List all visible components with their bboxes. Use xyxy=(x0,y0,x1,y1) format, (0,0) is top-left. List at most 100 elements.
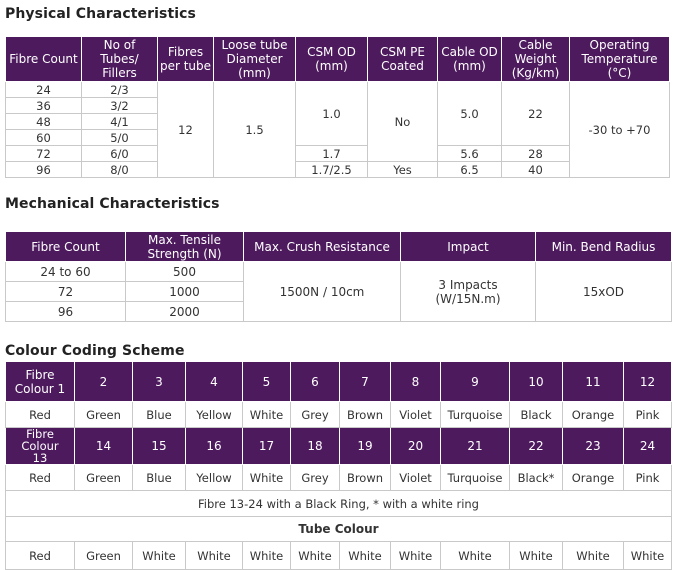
fibre-number: 4 xyxy=(185,361,243,402)
header-cable-weight: Cable Weight (Kg/km) xyxy=(501,36,570,82)
tube-colour-cell: White xyxy=(562,541,624,570)
table-cell: 36 xyxy=(5,97,82,114)
tube-colour-cell: Red xyxy=(5,541,75,570)
fibre-number: 6 xyxy=(290,361,340,402)
table-cell: 1.7/2.5 xyxy=(295,161,368,178)
tube-colour-cell: White xyxy=(390,541,441,570)
colour-cell: Orange xyxy=(562,464,624,491)
colour-cell: Blue xyxy=(132,464,186,491)
fibre-number: 23 xyxy=(562,427,624,465)
colour-cell: White xyxy=(242,401,291,428)
table-cell: 24 to 60 xyxy=(5,261,126,282)
fibre-number: 2 xyxy=(74,361,133,402)
colour-cell: Brown xyxy=(339,401,391,428)
tube-colour-cell: White xyxy=(132,541,186,570)
fibre-number: 20 xyxy=(390,427,441,465)
header-fibre-colour-13: Fibre Colour 13 xyxy=(5,427,75,465)
colour-cell: Pink xyxy=(623,464,672,491)
table-cell: 3/2 xyxy=(81,97,158,114)
table-cell: 72 xyxy=(5,281,126,302)
fibre-number: 21 xyxy=(440,427,510,465)
table-cell: 6/0 xyxy=(81,145,158,162)
colour-title: Colour Coding Scheme xyxy=(5,343,185,359)
table-cell: 3 Impacts (W/15N.m) xyxy=(400,261,536,322)
fibre-number: 7 xyxy=(339,361,391,402)
colour-cell: Pink xyxy=(623,401,672,428)
table-cell: 500 xyxy=(125,261,244,282)
fibre-number: 22 xyxy=(509,427,563,465)
colour-cell: Green xyxy=(74,464,133,491)
colour-cell: Black* xyxy=(509,464,563,491)
table-cell: 1.0 xyxy=(295,81,368,146)
fibre-number: 17 xyxy=(242,427,291,465)
header-fibres-per-tube: Fibres per tube xyxy=(157,36,214,82)
colour-cell: Red xyxy=(5,401,75,428)
tube-colour-cell: White xyxy=(339,541,391,570)
colour-cell: Brown xyxy=(339,464,391,491)
fibre-number: 11 xyxy=(562,361,624,402)
table-cell: -30 to +70 xyxy=(569,81,670,178)
physical-table: Fibre Count No of Tubes/ Fillers Fibres … xyxy=(5,36,670,178)
colour-cell: Grey xyxy=(290,464,340,491)
table-cell: 5.0 xyxy=(437,81,502,146)
colour-table: Fibre Colour 1 2 3 4 5 6 7 8 9 10 11 12 … xyxy=(5,361,672,570)
header-min-bend: Min. Bend Radius xyxy=(535,231,672,262)
table-cell: 48 xyxy=(5,113,82,130)
colour-cell: Violet xyxy=(390,464,441,491)
table-cell: 6.5 xyxy=(437,161,502,178)
tube-colour-cell: White xyxy=(623,541,672,570)
table-cell: 96 xyxy=(5,161,82,178)
table-cell: 22 xyxy=(501,81,570,146)
header-csm-pe-coated: CSM PE Coated xyxy=(367,36,438,82)
tube-colour-cell: White xyxy=(242,541,291,570)
table-cell: 24 xyxy=(5,81,82,98)
colour-cell: Red xyxy=(5,464,75,491)
fibre-number: 5 xyxy=(242,361,291,402)
tube-colour-cell: Green xyxy=(74,541,133,570)
tube-colour-cell: White xyxy=(185,541,243,570)
colour-cell: Green xyxy=(74,401,133,428)
mechanical-table: Fibre Count Max. Tensile Strength (N) Ma… xyxy=(5,231,672,322)
colour-cell: Yellow xyxy=(185,401,243,428)
tube-colour-cell: White xyxy=(290,541,340,570)
fibre-number: 14 xyxy=(74,427,133,465)
table-cell: 60 xyxy=(5,129,82,146)
table-cell: 1500N / 10cm xyxy=(243,261,401,322)
table-cell: 1.7 xyxy=(295,145,368,162)
colour-cell: White xyxy=(242,464,291,491)
colour-cell: Grey xyxy=(290,401,340,428)
physical-title: Physical Characteristics xyxy=(5,6,196,22)
table-cell: 12 xyxy=(157,81,214,178)
mechanical-title: Mechanical Characteristics xyxy=(5,196,220,212)
header-fibre-count: Fibre Count xyxy=(5,36,82,82)
table-cell: 1.5 xyxy=(213,81,296,178)
table-cell: 4/1 xyxy=(81,113,158,130)
header-operating-temperature: Operating Temperature (°C) xyxy=(569,36,670,82)
colour-cell: Turquoise xyxy=(440,464,510,491)
table-cell: 2000 xyxy=(125,301,244,322)
tube-colour-cell: White xyxy=(509,541,563,570)
fibre-number: 10 xyxy=(509,361,563,402)
table-cell: 2/3 xyxy=(81,81,158,98)
header-impact: Impact xyxy=(400,231,536,262)
table-cell: 8/0 xyxy=(81,161,158,178)
header-cable-od: Cable OD (mm) xyxy=(437,36,502,82)
table-cell: 72 xyxy=(5,145,82,162)
header-loose-tube-diameter: Loose tube Diameter (mm) xyxy=(213,36,296,82)
header-fibre-count: Fibre Count xyxy=(5,231,126,262)
colour-cell: Yellow xyxy=(185,464,243,491)
colour-cell: Violet xyxy=(390,401,441,428)
colour-note: Fibre 13-24 with a Black Ring, * with a … xyxy=(5,490,672,517)
fibre-number: 12 xyxy=(623,361,672,402)
header-max-tensile: Max. Tensile Strength (N) xyxy=(125,231,244,262)
fibre-number: 9 xyxy=(440,361,510,402)
fibre-number: 8 xyxy=(390,361,441,402)
table-cell: 40 xyxy=(501,161,570,178)
colour-cell: Black xyxy=(509,401,563,428)
fibre-number: 3 xyxy=(132,361,186,402)
fibre-number: 16 xyxy=(185,427,243,465)
table-cell: 96 xyxy=(5,301,126,322)
header-tubes-fillers: No of Tubes/ Fillers xyxy=(81,36,158,82)
fibre-number: 19 xyxy=(339,427,391,465)
table-cell: No xyxy=(367,81,438,162)
